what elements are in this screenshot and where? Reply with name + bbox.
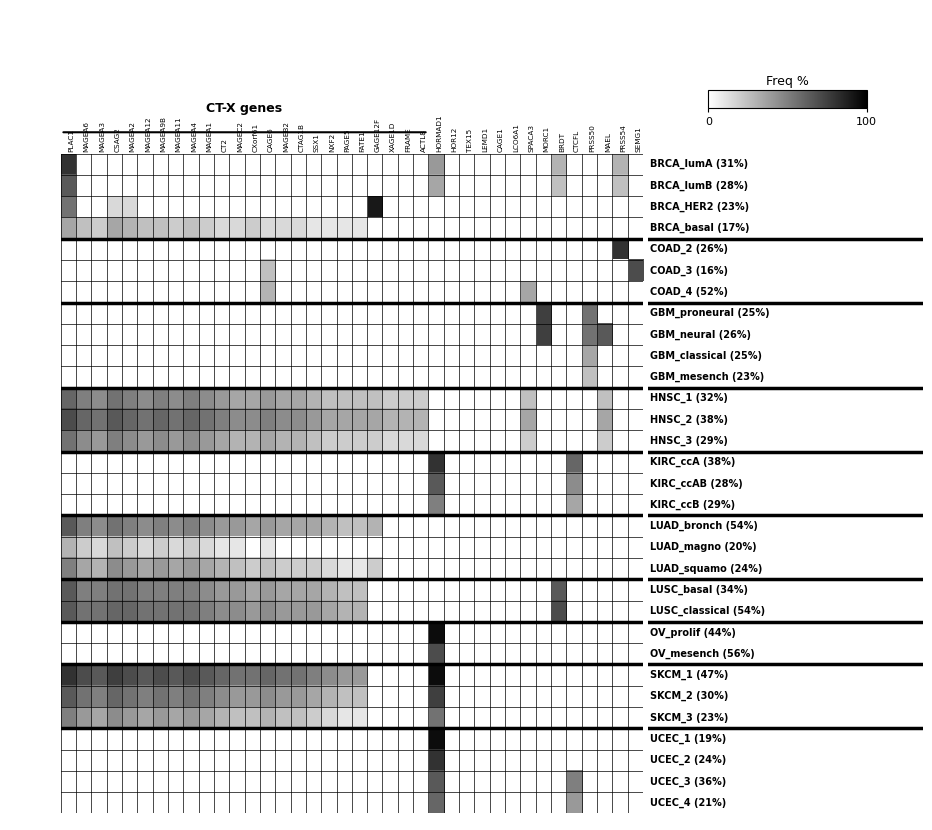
Text: GBM_mesench (23%): GBM_mesench (23%)	[651, 372, 765, 382]
Text: BRCA_basal (17%): BRCA_basal (17%)	[651, 223, 750, 233]
Text: BRCA_lumA (31%): BRCA_lumA (31%)	[651, 159, 748, 169]
Text: SKCM_2 (30%): SKCM_2 (30%)	[651, 691, 729, 701]
Text: BRCA_lumB (28%): BRCA_lumB (28%)	[651, 180, 748, 191]
Text: UCEC_1 (19%): UCEC_1 (19%)	[651, 734, 727, 744]
Text: KIRC_ccB (29%): KIRC_ccB (29%)	[651, 500, 735, 510]
Text: COAD_2 (26%): COAD_2 (26%)	[651, 244, 729, 255]
Text: SKCM_1 (47%): SKCM_1 (47%)	[651, 670, 729, 680]
Text: HNSC_2 (38%): HNSC_2 (38%)	[651, 414, 729, 425]
Text: HNSC_3 (29%): HNSC_3 (29%)	[651, 436, 729, 446]
Text: UCEC_4 (21%): UCEC_4 (21%)	[651, 798, 727, 808]
Text: COAD_3 (16%): COAD_3 (16%)	[651, 266, 729, 276]
Text: GBM_classical (25%): GBM_classical (25%)	[651, 350, 762, 361]
Text: UCEC_2 (24%): UCEC_2 (24%)	[651, 755, 727, 765]
Text: KIRC_ccA (38%): KIRC_ccA (38%)	[651, 457, 736, 467]
Text: OV_prolif (44%): OV_prolif (44%)	[651, 627, 736, 637]
Text: UCEC_3 (36%): UCEC_3 (36%)	[651, 776, 727, 787]
Text: GBM_neural (26%): GBM_neural (26%)	[651, 330, 751, 339]
Text: CT-X genes: CT-X genes	[207, 102, 282, 115]
Text: COAD_4 (52%): COAD_4 (52%)	[651, 287, 729, 297]
Text: SKCM_3 (23%): SKCM_3 (23%)	[651, 712, 729, 723]
Text: HNSC_1 (32%): HNSC_1 (32%)	[651, 393, 729, 403]
Text: LUSC_classical (54%): LUSC_classical (54%)	[651, 606, 765, 617]
Text: OV_mesench (56%): OV_mesench (56%)	[651, 648, 755, 659]
Text: GBM_proneural (25%): GBM_proneural (25%)	[651, 308, 770, 319]
Text: LUSC_basal (34%): LUSC_basal (34%)	[651, 585, 748, 595]
Text: LUAD_squamo (24%): LUAD_squamo (24%)	[651, 564, 763, 574]
Text: KIRC_ccAB (28%): KIRC_ccAB (28%)	[651, 478, 743, 489]
Text: BRCA_HER2 (23%): BRCA_HER2 (23%)	[651, 202, 749, 212]
Text: LUAD_bronch (54%): LUAD_bronch (54%)	[651, 521, 759, 531]
Text: LUAD_magno (20%): LUAD_magno (20%)	[651, 542, 757, 553]
Title: Freq %: Freq %	[766, 76, 809, 89]
